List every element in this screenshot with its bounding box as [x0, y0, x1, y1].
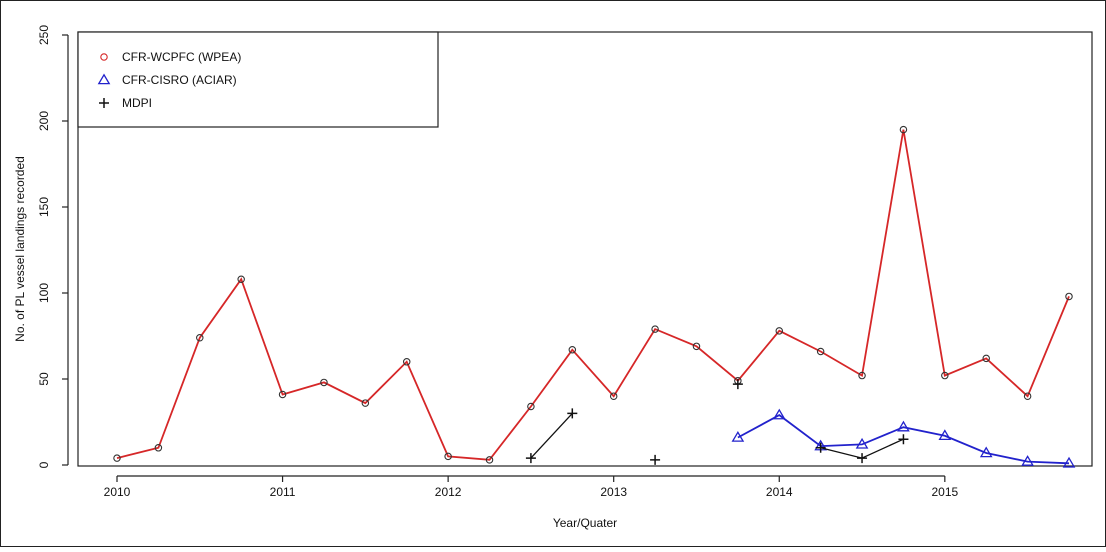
data-point [1023, 392, 1032, 400]
data-point [858, 371, 866, 380]
data-point [402, 358, 411, 366]
data-point [692, 342, 701, 351]
data-point [775, 327, 784, 335]
data-point [237, 275, 245, 283]
series-cfr-wcpfc-wpea [113, 125, 1073, 464]
data-point [361, 399, 370, 407]
data-point [941, 371, 949, 380]
y-tick-label: 250 [37, 25, 51, 45]
data-point [855, 437, 869, 449]
y-tick-label: 0 [37, 461, 51, 468]
legend-entry: MDPI [99, 96, 152, 110]
series-mdpi [525, 379, 909, 465]
legend-marker [97, 73, 111, 85]
x-axis-title: Year/Quater [553, 516, 617, 530]
data-point [609, 392, 618, 400]
series-line [530, 412, 573, 459]
legend-box [77, 31, 439, 128]
data-point [899, 125, 908, 134]
series-cfr-cisro-aciar [731, 408, 1076, 468]
legend-label: MDPI [122, 96, 152, 110]
data-point [857, 453, 868, 464]
data-point [731, 430, 745, 442]
x-tick-label: 2013 [600, 485, 627, 499]
legend-label: CFR-CISRO (ACIAR) [122, 73, 237, 87]
data-point [567, 408, 578, 419]
legend-marker [99, 98, 109, 108]
data-point [527, 402, 535, 411]
data-point [979, 446, 993, 458]
data-point [568, 346, 577, 354]
data-point [1065, 292, 1073, 301]
data-point [154, 444, 163, 452]
data-point [651, 325, 659, 333]
y-tick-label: 200 [37, 111, 51, 131]
data-point [815, 442, 826, 453]
data-point [650, 454, 661, 465]
data-point [816, 347, 825, 356]
data-point [982, 354, 990, 363]
data-point [320, 378, 328, 387]
data-point [897, 420, 910, 432]
legend-entry: CFR-WCPFC (WPEA) [100, 50, 241, 64]
legend: CFR-WCPFC (WPEA) CFR-CISRO (ACIAR) MDPI [77, 31, 439, 128]
x-tick-label: 2014 [766, 485, 793, 499]
data-point [938, 429, 952, 441]
plot-area [77, 31, 1093, 467]
data-point [196, 333, 204, 342]
legend-label: CFR-WCPFC (WPEA) [122, 50, 241, 64]
data-point [444, 452, 452, 461]
y-axis: 0 50 100 150 200 250 [37, 25, 69, 468]
y-tick-label: 50 [37, 372, 51, 386]
x-tick-label: 2012 [435, 485, 462, 499]
data-point [732, 379, 743, 390]
x-tick-label: 2010 [104, 485, 131, 499]
series-line [116, 129, 1070, 461]
data-point [278, 390, 287, 399]
data-point [485, 456, 494, 464]
data-point [1021, 455, 1034, 466]
legend-marker [100, 53, 108, 61]
x-tick-label: 2015 [931, 485, 958, 499]
y-axis-title: No. of PL vessel landings recorded [13, 156, 27, 342]
data-point [898, 434, 909, 445]
data-point [772, 408, 786, 420]
series-line [737, 414, 1070, 465]
data-point [525, 453, 536, 464]
y-tick-label: 100 [37, 283, 51, 303]
data-point [113, 454, 121, 462]
data-point [1062, 456, 1076, 468]
y-tick-label: 150 [37, 197, 51, 217]
legend-entry: CFR-CISRO (ACIAR) [97, 73, 237, 87]
x-tick-label: 2011 [270, 485, 296, 499]
x-axis: 2010 2011 2012 2013 2014 2015 [104, 475, 958, 499]
series-layer [113, 125, 1076, 468]
